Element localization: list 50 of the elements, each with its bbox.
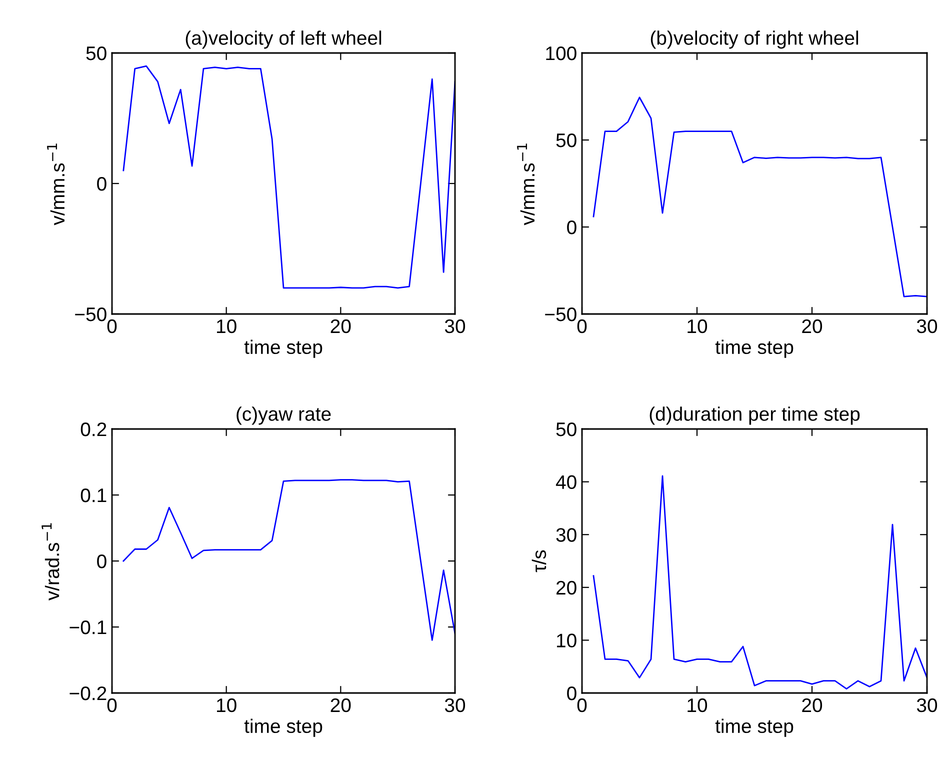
x-axis-title: time step bbox=[244, 718, 322, 737]
y-tick-label: −50 bbox=[545, 307, 576, 322]
x-tick-label: 30 bbox=[444, 698, 466, 712]
y-tick-label: −0.2 bbox=[70, 686, 106, 700]
y-axis-title: τ/s bbox=[532, 550, 546, 572]
y-tick-label: 0.1 bbox=[80, 488, 106, 502]
x-tick-label: 20 bbox=[330, 319, 351, 334]
line-series bbox=[592, 475, 927, 690]
y-tick-label: 0 bbox=[97, 554, 106, 568]
x-tick-label: 0 bbox=[577, 698, 587, 712]
y-axis-title: v/rad.s$^{−1}$ bbox=[42, 523, 60, 601]
x-tick-label: 20 bbox=[802, 319, 822, 334]
y-tick-label: 0 bbox=[567, 686, 576, 700]
x-tick-label: 10 bbox=[688, 319, 708, 334]
line-series bbox=[592, 96, 927, 298]
y-axis-title: v/mm.s$^{−1}$ bbox=[517, 144, 535, 226]
y-tick-label: 100 bbox=[546, 46, 576, 60]
chart-title: (d)duration per time step bbox=[650, 406, 860, 425]
chart-title: (c)yaw rate bbox=[236, 406, 331, 425]
x-tick-label: 30 bbox=[916, 698, 938, 712]
x-tick-label: 0 bbox=[107, 319, 117, 334]
x-tick-label: 20 bbox=[802, 698, 822, 712]
y-tick-label: 10 bbox=[556, 634, 576, 648]
x-tick-label: 30 bbox=[916, 319, 938, 334]
y-tick-label: 30 bbox=[556, 528, 576, 542]
x-axis-title: time step bbox=[715, 718, 794, 737]
x-axis-title: time step bbox=[244, 340, 322, 358]
y-tick-label: 40 bbox=[556, 475, 576, 490]
x-tick-label: 10 bbox=[217, 319, 236, 334]
y-tick-label: −0.1 bbox=[70, 620, 106, 634]
y-tick-label: 50 bbox=[556, 422, 576, 436]
line-series bbox=[122, 65, 455, 289]
y-tick-label: 0.2 bbox=[80, 422, 106, 436]
y-tick-label: −50 bbox=[75, 307, 106, 322]
x-tick-label: 0 bbox=[107, 698, 117, 712]
x-tick-label: 20 bbox=[330, 698, 351, 712]
y-axis-title: v/mm.s$^{−1}$ bbox=[47, 144, 65, 226]
chart-title: (a)velocity of left wheel bbox=[186, 30, 382, 49]
y-tick-label: 0 bbox=[567, 220, 576, 234]
x-tick-label: 10 bbox=[688, 698, 708, 712]
x-axis-title: time step bbox=[715, 340, 794, 358]
x-tick-label: 30 bbox=[444, 319, 466, 334]
x-tick-label: 0 bbox=[577, 319, 587, 334]
line-series bbox=[122, 479, 455, 641]
y-tick-label: 0 bbox=[97, 176, 106, 191]
y-tick-label: 50 bbox=[86, 46, 106, 60]
y-tick-label: 50 bbox=[556, 133, 576, 148]
x-tick-label: 10 bbox=[217, 698, 236, 712]
y-tick-label: 20 bbox=[556, 580, 576, 595]
chart-title: (b)velocity of right wheel bbox=[650, 30, 858, 49]
